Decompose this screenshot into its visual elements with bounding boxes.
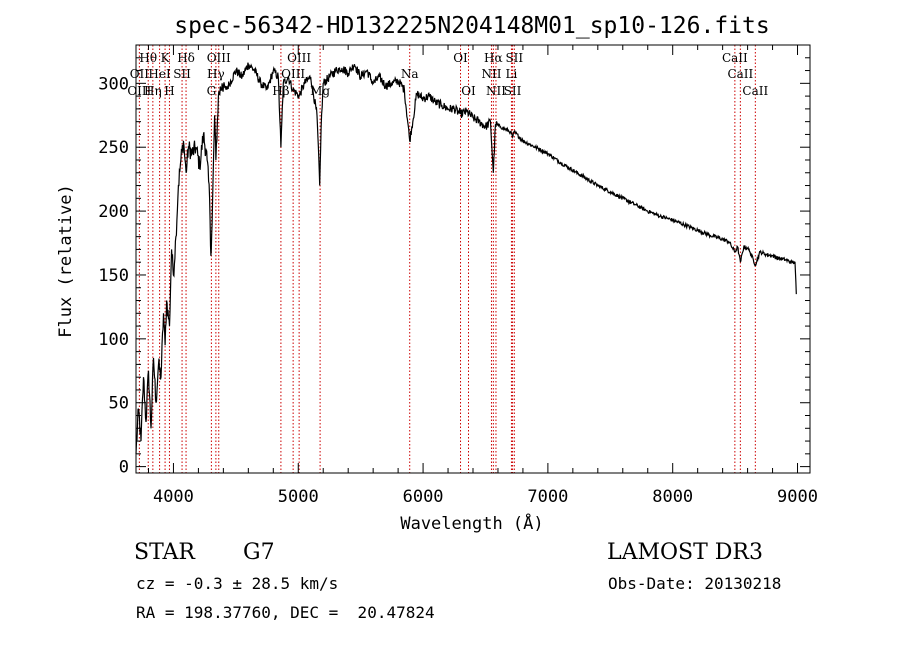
line-label: OI <box>461 84 476 98</box>
x-tick-label: 5000 <box>278 487 319 507</box>
line-label: Hη <box>144 84 162 98</box>
y-tick-label: 300 <box>98 74 129 94</box>
survey-name: LAMOST DR3 <box>607 540 763 565</box>
y-tick-label: 50 <box>109 394 129 414</box>
emission-line-marks <box>138 45 756 473</box>
line-label: Hβ <box>272 84 289 98</box>
object-class: STAR <box>134 540 195 565</box>
plot-frame <box>135 44 811 474</box>
x-tick-label: 6000 <box>403 487 444 507</box>
line-label: CaII <box>742 84 768 98</box>
y-tick-label: 100 <box>98 330 129 350</box>
line-label: K <box>161 51 171 65</box>
y-tick-label: 0 <box>119 458 129 478</box>
line-label: NII <box>481 67 501 81</box>
line-label: CaII <box>722 51 748 65</box>
line-label: Hθ <box>139 51 157 65</box>
x-tick-label: 7000 <box>527 487 568 507</box>
line-label: Mg <box>310 84 330 98</box>
obs-date-line: Obs-Date: 20130218 <box>608 574 782 593</box>
line-label: G <box>207 84 217 98</box>
line-label: OIII <box>127 84 151 98</box>
y-tick-label: 200 <box>98 202 129 222</box>
line-label: Hγ <box>207 67 225 81</box>
x-axis-label: Wavelength (Å) <box>400 512 543 534</box>
line-label: OIII <box>207 51 231 65</box>
redshift-line: cz = -0.3 ± 28.5 km/s <box>136 574 339 593</box>
x-tick-label: 9000 <box>777 487 818 507</box>
y-tick-label: 150 <box>98 266 129 286</box>
x-tick-label: 4000 <box>153 487 194 507</box>
chart-title: spec-56342-HD132225N204148M01_sp10-126.f… <box>174 13 769 39</box>
line-label: OIII <box>287 51 311 65</box>
line-label: CaII <box>727 67 753 81</box>
x-tick-label: 8000 <box>652 487 693 507</box>
axis-ticks: 4000 5000 6000 7000 8000 9000 0 50 100 150 200 250 3… <box>98 45 818 507</box>
line-label: OII <box>130 67 150 81</box>
line-label: OI <box>453 51 468 65</box>
y-tick-label: 250 <box>98 138 129 158</box>
y-axis-label: Flux (relative) <box>56 184 76 338</box>
line-label: Hα <box>484 51 503 65</box>
line-label: SII <box>505 51 523 65</box>
spectrum-line <box>135 62 797 454</box>
line-label: Hδ <box>177 51 195 65</box>
line-label: NII <box>486 84 506 98</box>
coordinates-line: RA = 198.37760, DEC = 20.47824 <box>136 603 435 622</box>
line-label: H <box>164 84 174 98</box>
subclass: G7 <box>243 540 275 565</box>
line-label: Na <box>401 67 419 81</box>
line-label: HeI <box>148 67 171 81</box>
line-label: Li <box>506 67 518 81</box>
line-label: OIII <box>281 67 305 81</box>
line-label: SII <box>173 67 191 81</box>
line-label: SII <box>504 84 522 98</box>
